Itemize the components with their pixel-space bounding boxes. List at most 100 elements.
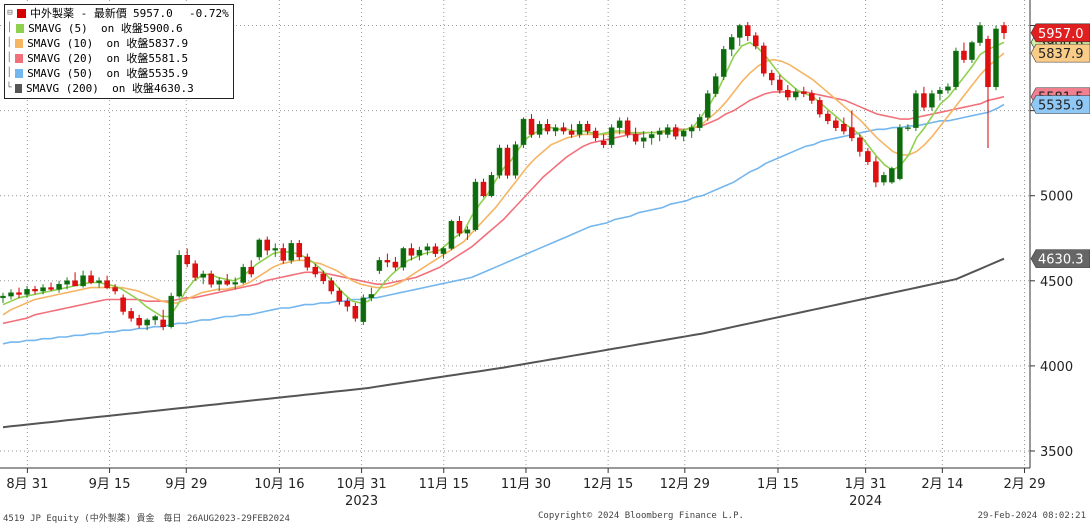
candle-body: [640, 137, 647, 142]
legend-connector-icon: │: [6, 38, 12, 48]
candle-body: [881, 175, 887, 183]
y-tick-label: 4000: [1040, 360, 1073, 375]
price-tag-label: 4630.3: [1038, 253, 1084, 268]
candle-body: [897, 127, 903, 179]
candle-body: [953, 50, 959, 88]
x-tick-label: 9月 29: [165, 477, 207, 492]
x-tick-label: 8月 31: [6, 477, 48, 492]
candle-body: [384, 260, 391, 263]
legend-value: 5900.6: [142, 22, 183, 35]
candle-body: [280, 248, 287, 261]
candle-body: [328, 280, 335, 292]
legend-row-sma10[interactable]: │ SMAVG (10) on 收盤 5837.9: [5, 36, 233, 51]
candle-body: [488, 175, 495, 196]
x-tick-label: 2月 14: [921, 477, 963, 492]
legend-row-sma5[interactable]: │ SMAVG (5) on 收盤 5900.6: [5, 21, 233, 36]
candle-body: [8, 292, 14, 297]
candle-body: [40, 287, 46, 292]
x-tick-label: 10月 31: [336, 477, 386, 492]
candle-body: [849, 127, 855, 139]
candle-body: [680, 130, 687, 137]
candle-body: [240, 266, 246, 283]
candle-body: [56, 283, 62, 290]
candle-body: [632, 134, 639, 142]
legend-label: SMAVG (20) on 收盤: [27, 52, 149, 65]
candle-body: [88, 275, 94, 283]
candle-body: [905, 127, 911, 129]
candle-body: [192, 263, 198, 278]
candle-body: [857, 137, 863, 152]
candle-body: [120, 297, 126, 312]
candle-body: [208, 273, 214, 285]
candle-body: [825, 113, 831, 122]
candle-body: [1001, 25, 1007, 34]
candle-body: [200, 273, 206, 278]
legend-value: 5581.5: [148, 52, 189, 65]
candle-body: [753, 35, 759, 47]
candle-body: [184, 255, 190, 265]
legend-label: SMAVG (50) on 收盤: [27, 67, 149, 80]
legend-toggle-icon[interactable]: ⊟: [7, 8, 13, 18]
candle-body: [152, 316, 158, 321]
candle-body: [432, 246, 439, 254]
candle-body: [969, 42, 975, 60]
candle-body: [216, 280, 222, 285]
price-tag-bg: [1030, 95, 1090, 114]
candle-body: [392, 261, 399, 268]
y-tick-label: 4500: [1040, 275, 1073, 290]
candle-body: [761, 45, 767, 74]
candle-body: [304, 256, 311, 268]
candle-body: [440, 248, 447, 254]
candle-body: [160, 319, 166, 327]
candle-body: [873, 161, 879, 183]
candle-body: [616, 120, 623, 128]
candle-body: [104, 280, 110, 288]
candle-body: [224, 280, 230, 285]
candle-body: [712, 76, 719, 94]
price-tag: 5837.9: [1030, 43, 1090, 63]
candle-body: [400, 248, 407, 268]
candle-body: [624, 120, 631, 135]
candle-body: [889, 168, 895, 183]
candle-body: [408, 248, 415, 256]
candle-body: [344, 300, 351, 307]
candle-body: [64, 280, 70, 285]
candle-body: [504, 147, 511, 176]
legend-row-sma20[interactable]: │ SMAVG (20) on 收盤 5581.5: [5, 51, 233, 66]
candle-body: [544, 123, 551, 132]
legend-connector-icon: │: [6, 53, 12, 63]
candle-body: [744, 25, 751, 36]
price-tag: 4630.3: [1030, 249, 1090, 268]
price-tag: 5957.0: [1030, 23, 1090, 43]
candle-body: [769, 72, 775, 81]
candle-body: [320, 273, 327, 282]
legend-row-sma50[interactable]: │ SMAVG (50) on 收盤 5535.9: [5, 66, 233, 81]
legend-value: 5535.9: [148, 67, 189, 80]
legend-swatch-sma200: [14, 84, 23, 93]
candle-body: [833, 120, 839, 128]
candle-body: [72, 280, 78, 287]
price-tag-bg: [1030, 43, 1090, 63]
footer-copyright: Copyright© 2024 Bloomberg Finance L.P.: [538, 511, 744, 521]
x-tick-label: 1月 31: [845, 477, 887, 492]
price-tag-bg: [1030, 249, 1090, 268]
footer-timestamp: 29-Feb-2024 08:02:21: [977, 511, 1086, 521]
candle-body: [136, 317, 142, 326]
candle-body: [801, 91, 807, 94]
candle-body: [777, 79, 783, 91]
candle-body: [648, 134, 655, 139]
legend-row-sma200[interactable]: └ SMAVG (200) on 收盤 4630.3: [5, 81, 233, 96]
candle-body: [937, 89, 943, 94]
candle-body: [368, 294, 375, 299]
legend-row-price[interactable]: ⊟ 中外製薬 - 最新價 5957.0 -0.72%: [5, 6, 233, 21]
candle-body: [336, 290, 343, 302]
price-tag: 5535.9: [1030, 95, 1090, 114]
candle-body: [448, 220, 455, 249]
legend-value: 5837.9: [148, 37, 189, 50]
candle-body: [296, 243, 303, 258]
candle-body: [552, 127, 559, 132]
candle-body: [312, 266, 319, 275]
candle-body: [256, 239, 263, 258]
candle-body: [272, 248, 279, 251]
candle-body: [264, 239, 271, 251]
